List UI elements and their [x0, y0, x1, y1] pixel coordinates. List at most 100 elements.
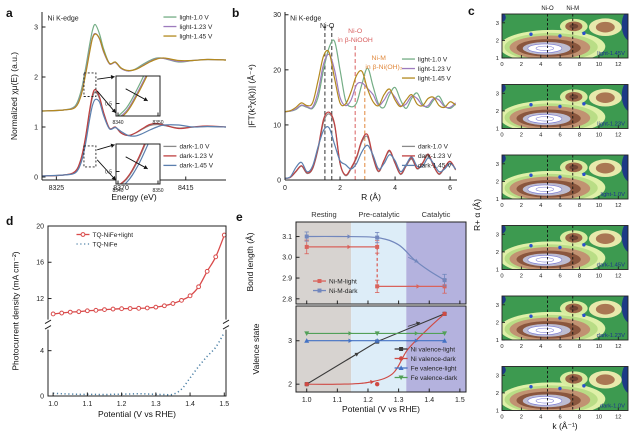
svg-text:8: 8	[578, 62, 581, 68]
svg-text:3: 3	[496, 162, 499, 168]
svg-text:light-1.45 V: light-1.45 V	[418, 75, 452, 82]
svg-text:2: 2	[288, 382, 292, 389]
svg-text:10: 10	[596, 203, 602, 209]
panel-a-inset-dark: 8340 8350 0.5	[105, 143, 164, 194]
svg-text:2: 2	[496, 391, 499, 397]
svg-text:2: 2	[520, 62, 523, 68]
svg-text:8370: 8370	[113, 185, 129, 192]
svg-text:20: 20	[36, 223, 44, 230]
svg-text:2: 2	[496, 250, 499, 256]
svg-text:1.1: 1.1	[332, 397, 342, 404]
svg-text:12: 12	[615, 203, 621, 209]
svg-text:dark-1.0V: dark-1.0V	[600, 404, 625, 410]
svg-text:light-1.23 V: light-1.23 V	[179, 24, 213, 31]
svg-text:dark-1.45 V: dark-1.45 V	[179, 163, 213, 170]
svg-text:4: 4	[539, 415, 543, 421]
svg-text:Ni K-edge: Ni K-edge	[48, 15, 79, 22]
svg-text:10: 10	[596, 344, 602, 350]
svg-text:1.4: 1.4	[185, 401, 195, 408]
svg-text:light-1.0 V: light-1.0 V	[179, 14, 209, 21]
svg-text:light-1.0V: light-1.0V	[601, 192, 626, 198]
svg-text:2: 2	[496, 179, 499, 185]
svg-text:8325: 8325	[49, 185, 65, 192]
svg-text:Ni K-edge: Ni K-edge	[290, 15, 321, 22]
svg-text:12: 12	[615, 274, 621, 280]
svg-text:12: 12	[615, 344, 621, 350]
svg-text:Ni-M-dark: Ni-M-dark	[329, 288, 358, 295]
panel-e-letter: e	[236, 210, 243, 224]
svg-text:0.5: 0.5	[105, 101, 112, 107]
svg-text:2: 2	[496, 109, 499, 115]
panel-c-letter: c	[468, 4, 475, 18]
svg-text:Ni valence-light: Ni valence-light	[411, 346, 456, 353]
svg-text:Fe valence-dark: Fe valence-dark	[411, 375, 458, 382]
svg-text:0: 0	[500, 203, 503, 209]
svg-text:10: 10	[596, 274, 602, 280]
svg-text:10: 10	[596, 62, 602, 68]
svg-text:0: 0	[283, 185, 287, 192]
svg-text:0.5: 0.5	[105, 169, 112, 175]
svg-text:light-1.45 V: light-1.45 V	[179, 33, 213, 40]
svg-text:Ni-M: Ni-M	[566, 6, 579, 12]
panel-b-ylabel: |FT(k³χ(k))| (Å⁻⁴)	[246, 64, 257, 128]
svg-text:light-1.45V: light-1.45V	[597, 51, 625, 57]
svg-text:dark-1.45 V: dark-1.45 V	[418, 163, 452, 170]
svg-text:8350: 8350	[152, 188, 163, 194]
region-title-catalytic: Catalytic	[421, 210, 451, 219]
svg-text:0: 0	[500, 62, 503, 68]
svg-text:3: 3	[496, 373, 499, 379]
svg-text:4: 4	[40, 348, 44, 355]
svg-text:6: 6	[559, 133, 562, 139]
svg-text:16: 16	[36, 260, 44, 267]
svg-text:8340: 8340	[112, 120, 123, 126]
region-title-precatalytic: Pre-catalytic	[358, 210, 400, 219]
svg-text:dark-1.23 V: dark-1.23 V	[179, 153, 213, 160]
panel-a-inset-light: 8340 8350 0.5	[105, 75, 164, 126]
panel-a-ylabel: Normalized χμ(E) (a.u.)	[9, 51, 19, 141]
panel-d-photocurrent-chart: 1.0 1.1 1.2 1.3 1.4 1.5 0 4 12 16 20 TQ-NiFe+light T…	[36, 223, 229, 408]
panel-d-ylabel: Photocurrent density (mA cm⁻²)	[10, 251, 21, 371]
svg-text:1.0: 1.0	[48, 401, 58, 408]
svg-text:1: 1	[34, 124, 38, 131]
svg-text:8: 8	[578, 274, 581, 280]
svg-text:12: 12	[615, 133, 621, 139]
svg-text:10: 10	[596, 133, 602, 139]
svg-text:6: 6	[559, 344, 562, 350]
svg-text:0: 0	[500, 415, 503, 421]
svg-text:1: 1	[496, 127, 499, 133]
svg-text:3: 3	[34, 24, 38, 31]
svg-text:1.2: 1.2	[363, 397, 373, 404]
svg-text:Ni-O: Ni-O	[348, 28, 362, 35]
panel-d-letter: d	[6, 214, 14, 228]
svg-text:8340: 8340	[112, 188, 123, 194]
svg-text:Ni-M-light: Ni-M-light	[329, 278, 357, 285]
svg-text:in β-Ni(OH)₂: in β-Ni(OH)₂	[365, 64, 402, 71]
panel-e-bottom-ylabel: Valence state	[251, 323, 261, 375]
svg-text:1: 1	[496, 409, 499, 415]
svg-text:0: 0	[500, 274, 503, 280]
svg-text:8: 8	[578, 133, 581, 139]
svg-text:1: 1	[496, 197, 499, 203]
panel-e-valence-chart: 1.0 1.1 1.2 1.3 1.4 1.5 2 3 Ni valence-light Ni v…	[288, 305, 467, 404]
svg-text:4: 4	[539, 203, 543, 209]
panel-e-xlabel: Potential (V vs RHE)	[342, 404, 420, 414]
svg-text:3: 3	[288, 338, 292, 345]
svg-text:1.2: 1.2	[117, 401, 127, 408]
svg-text:0: 0	[500, 344, 503, 350]
svg-text:2.9: 2.9	[282, 276, 292, 283]
svg-text:Fe valence-light: Fe valence-light	[411, 365, 457, 372]
svg-text:3: 3	[496, 303, 499, 309]
svg-text:8350: 8350	[152, 120, 163, 126]
svg-text:12: 12	[615, 415, 621, 421]
svg-text:2: 2	[496, 320, 499, 326]
svg-text:2: 2	[520, 344, 523, 350]
panel-a-xanes-chart: 8325 8370 8415 0 1 2 3 Ni K-edge light-1.0 V ligh…	[34, 12, 227, 192]
svg-text:1.3: 1.3	[394, 397, 404, 404]
svg-text:TQ-NiFe: TQ-NiFe	[92, 241, 117, 248]
svg-text:2: 2	[520, 415, 523, 421]
svg-text:in β-NiOOH: in β-NiOOH	[338, 37, 373, 44]
panel-a-letter: a	[6, 6, 13, 20]
